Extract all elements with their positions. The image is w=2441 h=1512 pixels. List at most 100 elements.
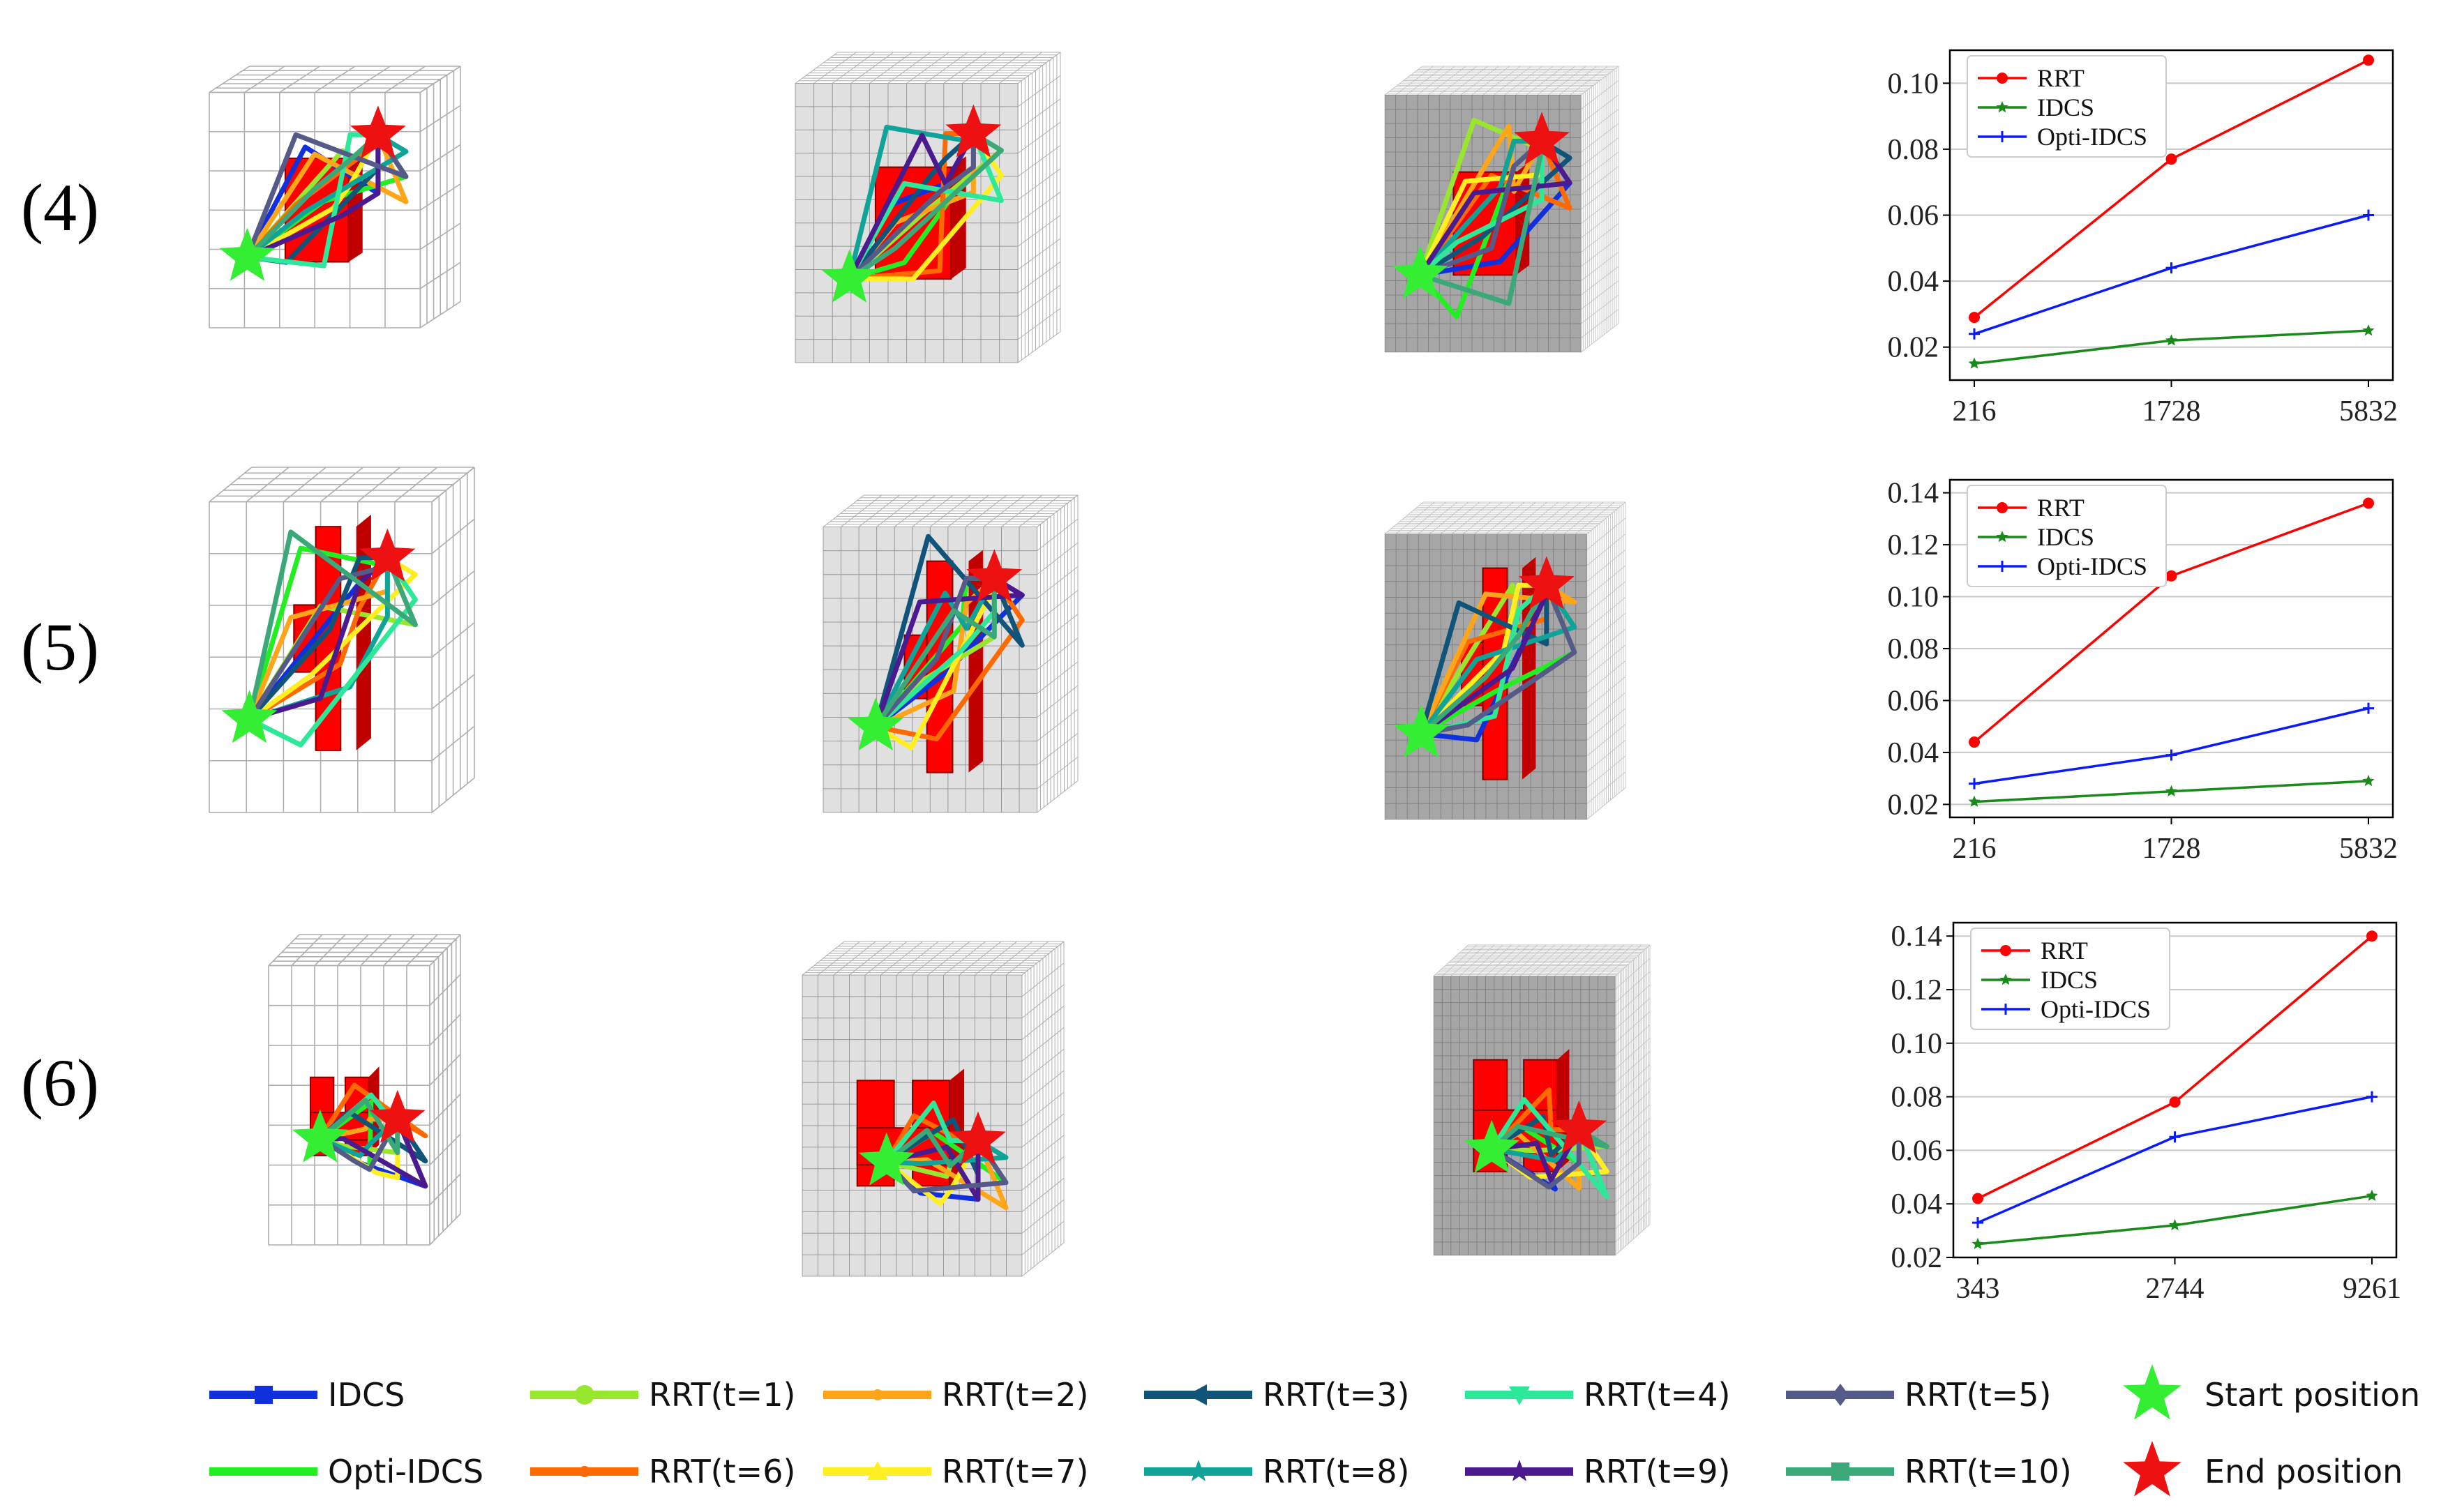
grid-line [1572, 944, 1607, 976]
data-point [1969, 778, 1980, 789]
legend-entry-label: IDCS [328, 1376, 405, 1414]
end-star-icon [369, 1089, 426, 1143]
y-tick-label: 0.14 [1891, 921, 1943, 953]
data-point [1968, 795, 1981, 807]
y-tick-label: 0.06 [1891, 1135, 1943, 1167]
start-star-icon [848, 697, 904, 751]
legend-entry: Opti-IDCS [209, 1453, 483, 1490]
grid-line [419, 66, 461, 93]
legend-entry: RRT(t=3) [1144, 1376, 1409, 1414]
y-tick-label: 0.12 [1888, 529, 1939, 561]
trajectory-paths [1489, 1087, 1609, 1200]
legend-entry: RRT(t=5) [1786, 1376, 2051, 1414]
grid-line [1615, 1064, 1651, 1096]
data-point [2169, 1131, 2181, 1143]
row-label-4: (4) [21, 170, 99, 245]
legend-label: RRT [2041, 937, 2088, 965]
trajectory-path [885, 1139, 981, 1207]
scene-panels [209, 52, 1651, 1277]
y-tick-label: 0.08 [1891, 1082, 1943, 1114]
grid-line [1519, 944, 1555, 976]
series-line [1974, 706, 2369, 785]
trajectory-paths [245, 132, 409, 269]
grid-line [1606, 944, 1642, 976]
legend-marker [1999, 974, 2012, 985]
grid-line [1615, 1224, 1651, 1256]
legend-entry: RRT(t=8) [1144, 1453, 1409, 1490]
y-tick-label: 0.04 [1888, 266, 1939, 298]
grid-line [1615, 1184, 1651, 1216]
bottom-legend: IDCS RRT(t=1) RRT(t=2) RRT(t=3) RRT(t=4) RRT(… [209, 1364, 2420, 1497]
grid-line [927, 941, 970, 976]
square-marker-icon [255, 1386, 273, 1404]
grid-line [1017, 308, 1061, 340]
legend-label: Opti-IDCS [2037, 552, 2147, 580]
y-tick-label: 0.10 [1891, 1028, 1943, 1060]
grid-line [1580, 944, 1616, 976]
trajectory-path [1420, 584, 1577, 736]
data-point [2366, 930, 2378, 942]
legend-entry-label: RRT(t=7) [942, 1453, 1088, 1490]
grid-line [1017, 52, 1061, 84]
trajectory-path [1418, 585, 1549, 735]
x-tick-label: 2744 [2146, 1273, 2205, 1305]
data-point [2363, 54, 2374, 66]
square-marker-icon [1831, 1462, 1849, 1481]
obstacle-side [1522, 557, 1536, 780]
trajectory-path [246, 133, 409, 259]
grid-line [1021, 1156, 1065, 1190]
grid-line [1006, 941, 1049, 976]
data-point [2363, 497, 2374, 509]
star-marker-icon [1187, 1460, 1210, 1481]
row-label-6: (6) [21, 1045, 99, 1120]
series-rrt [1969, 497, 2374, 748]
grid-line [1021, 1199, 1065, 1234]
legend-marker [1997, 131, 2008, 142]
grid-line [1021, 1113, 1065, 1148]
y-tick-label: 0.08 [1888, 134, 1939, 166]
legend-entry-label: Start position [2205, 1376, 2420, 1414]
trajectory-path [318, 1098, 400, 1156]
legend-entry: RRT(t=9) [1465, 1453, 1730, 1490]
series-idcs [1971, 1189, 2378, 1250]
grid-line [1021, 1135, 1065, 1170]
grid-line [1485, 944, 1521, 976]
data-point [2168, 1218, 2181, 1231]
scene-panel [209, 467, 475, 813]
grid-line [1494, 944, 1529, 976]
grid-line [431, 777, 475, 813]
data-point [2165, 749, 2177, 761]
data-point [2165, 785, 2178, 797]
grid-line [268, 934, 300, 967]
grid-line [1615, 944, 1651, 976]
legend-entry-label: RRT(t=1) [649, 1376, 795, 1414]
grid-line [1529, 944, 1564, 976]
x-tick-label: 216 [1953, 833, 1997, 865]
x-tick-label: 5832 [2339, 833, 2398, 865]
trajectory-path [1490, 1124, 1609, 1151]
legend-label: IDCS [2037, 93, 2094, 121]
start-star-icon [1393, 704, 1450, 758]
grid-line [337, 934, 369, 967]
grid-line [1615, 997, 1651, 1030]
legend-marker [1997, 502, 2008, 513]
grid-line [1019, 494, 1060, 527]
data-point [1969, 312, 1980, 324]
dot-marker-icon [579, 1466, 590, 1477]
grid-line [1615, 1211, 1651, 1243]
grid-line [1502, 944, 1538, 976]
grid-line [1588, 944, 1625, 976]
grid-line [383, 934, 415, 967]
legend-label: Opti-IDCS [2037, 123, 2147, 151]
legend-label: RRT [2037, 64, 2085, 92]
grid-line [975, 941, 1017, 976]
series-rrt [1972, 930, 2378, 1204]
grid-line [1615, 1131, 1651, 1163]
series-idcs [1968, 774, 2375, 807]
legend-marker [1996, 101, 2008, 113]
grid-line [406, 934, 438, 967]
scene-panel [1433, 944, 1651, 1256]
legend-frame [1967, 55, 2167, 158]
data-point [2363, 702, 2374, 714]
grid-line [429, 1133, 461, 1166]
